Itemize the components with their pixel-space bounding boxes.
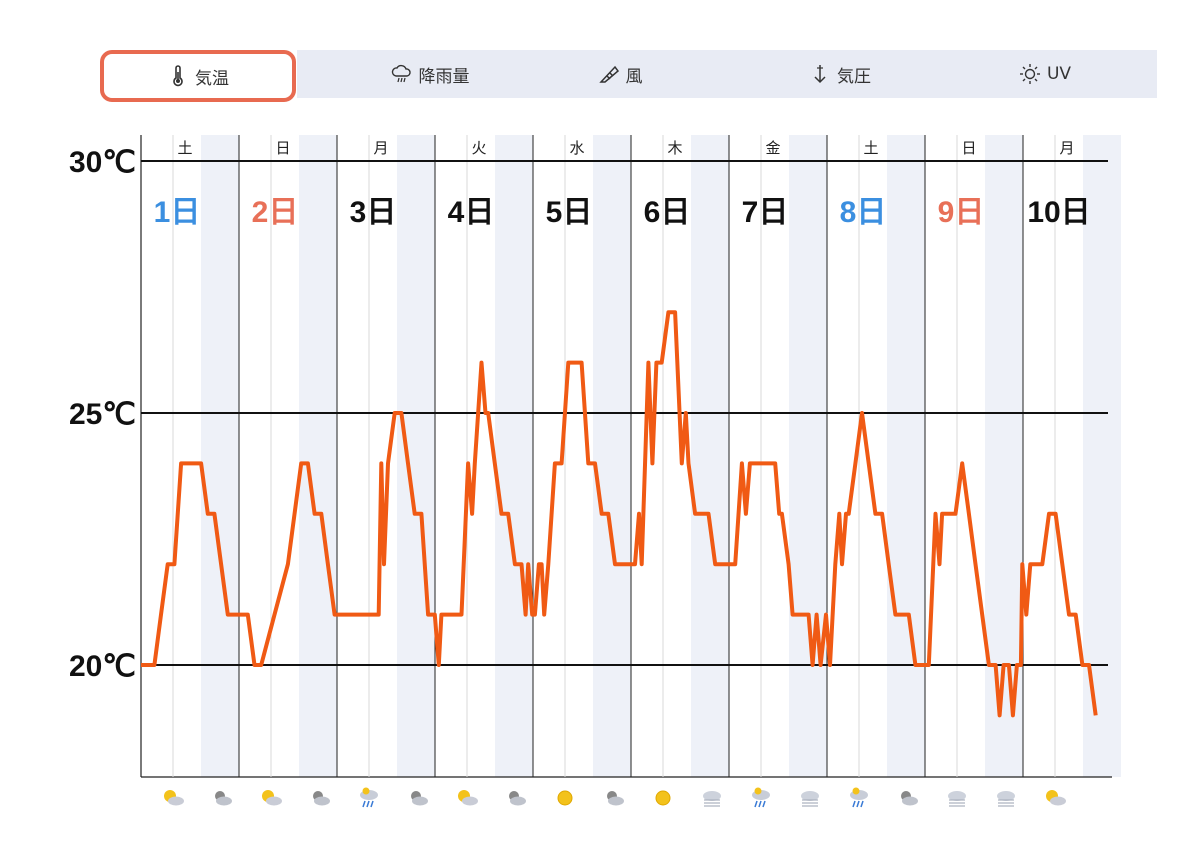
cloud-moon-icon	[215, 791, 232, 806]
cloud-moon-icon	[411, 791, 428, 806]
night-band	[887, 135, 925, 777]
night-band	[593, 135, 631, 777]
sun-icon	[557, 790, 573, 806]
weekday-label: 日	[961, 139, 976, 157]
night-band	[691, 135, 729, 777]
sun-cloud-icon	[1046, 790, 1066, 806]
date-label: 8日	[840, 196, 887, 229]
weekday-label: 土	[863, 139, 878, 157]
tab-wind[interactable]: 風	[545, 50, 695, 98]
date-label: 3日	[350, 196, 397, 229]
night-band	[299, 135, 337, 777]
night-band	[397, 135, 435, 777]
fog-icon	[948, 791, 966, 807]
night-band	[201, 135, 239, 777]
temperature-line	[141, 310, 1098, 718]
night-band	[495, 135, 533, 777]
sun-cloud-icon	[164, 790, 184, 806]
night-band	[1083, 135, 1121, 777]
tab-bar: 気温 降雨量 風 気圧 UV	[100, 50, 1157, 102]
wind-sock-icon	[598, 63, 620, 85]
date-label: 6日	[644, 196, 691, 229]
cloud-moon-icon	[901, 791, 918, 806]
pressure-arrow-icon	[809, 63, 831, 85]
sun-icon	[655, 790, 671, 806]
fog-icon	[703, 791, 721, 807]
tab-rainfall[interactable]: 降雨量	[330, 50, 530, 98]
tab-temperature[interactable]: 気温	[100, 50, 296, 102]
tab-strip-background	[297, 50, 1157, 98]
date-label: 10日	[1027, 196, 1090, 229]
night-band	[789, 135, 827, 777]
date-label: 4日	[448, 196, 495, 229]
tab-label: 降雨量	[418, 66, 470, 87]
weekday-label: 月	[1059, 139, 1074, 157]
sun-cloud-icon	[262, 790, 282, 806]
y-tick-label: 25℃	[69, 398, 136, 431]
y-tick-label: 30℃	[69, 146, 136, 179]
rain-cloud-icon	[391, 63, 413, 85]
y-tick-label: 20℃	[69, 650, 136, 683]
weekday-label: 水	[569, 139, 584, 157]
rain-icon	[360, 787, 378, 808]
date-label: 1日	[154, 196, 201, 229]
weekday-label: 木	[667, 139, 682, 157]
cloud-moon-icon	[607, 791, 624, 806]
cloud-moon-icon	[509, 791, 526, 806]
tab-label: 気圧	[837, 66, 871, 87]
weekday-label: 土	[177, 139, 192, 157]
fog-icon	[801, 791, 819, 807]
thermometer-icon	[167, 65, 189, 87]
weekday-label: 月	[373, 139, 388, 157]
tab-uv[interactable]: UV	[980, 50, 1110, 98]
weekday-label: 金	[765, 139, 780, 157]
weekday-label: 日	[275, 139, 290, 157]
rain-icon	[752, 787, 770, 808]
fog-icon	[997, 791, 1015, 807]
tab-pressure[interactable]: 気圧	[765, 50, 915, 98]
tab-label: 風	[625, 66, 643, 87]
weekday-label: 火	[471, 139, 486, 157]
rain-icon	[850, 787, 868, 808]
tab-label: 気温	[195, 68, 229, 89]
sun-icon	[1019, 63, 1041, 85]
date-label: 5日	[546, 196, 593, 229]
sun-cloud-icon	[458, 790, 478, 806]
date-label: 9日	[938, 196, 985, 229]
date-label: 7日	[742, 196, 789, 229]
cloud-moon-icon	[313, 791, 330, 806]
tab-label: UV	[1046, 64, 1072, 84]
date-label: 2日	[252, 196, 299, 229]
